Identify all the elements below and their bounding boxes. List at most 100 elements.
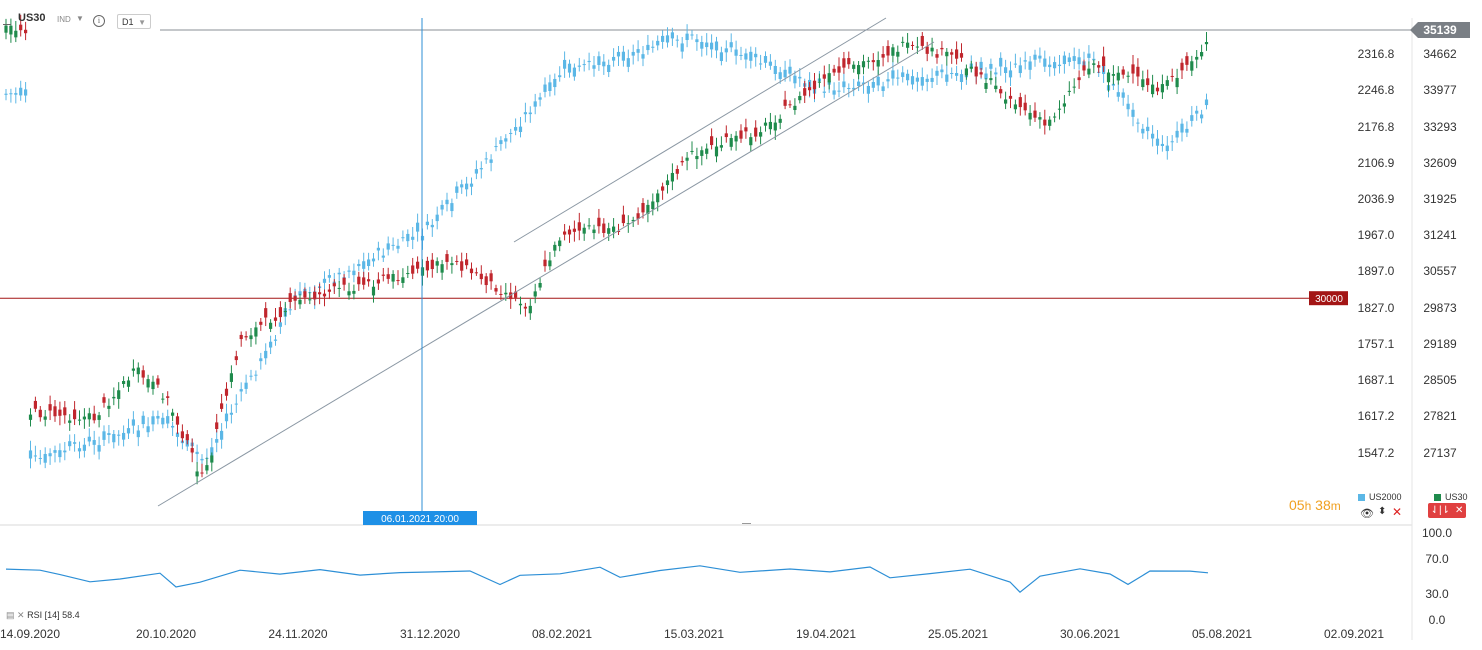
us2000-candle [955,73,959,76]
us2000-candle [675,39,679,41]
us30-candle [523,306,527,309]
us2000-candle [357,263,361,267]
us30-candle [1008,95,1013,99]
us2000-candle [1008,70,1013,78]
rsi-tick-label: 100.0 [1422,526,1452,540]
us2000-candle [166,416,170,424]
us2000-candle [832,90,836,95]
us30-candle [989,78,993,81]
us2000-candle [1057,64,1062,67]
us30-candle [416,261,420,269]
us30-candle [837,66,841,73]
us30-candle [969,66,973,69]
legend-us30[interactable]: US30 [1434,492,1468,502]
us2000-candle [102,431,106,440]
us2000-candle [362,261,366,269]
us30-candle [626,223,630,225]
us30-candle [9,25,13,35]
us30-candle [38,409,42,418]
chevron-down-icon[interactable]: ▼ [76,14,84,23]
us2000-candle [416,222,420,232]
price-tick-right: 29189 [1423,337,1457,351]
us30-candle [244,336,248,338]
us2000-candle [92,440,96,445]
us2000-candle [656,40,660,46]
us30-candle [53,406,57,417]
us2000-candle [857,81,861,87]
us2000-candle [994,72,998,75]
us2000-candle [156,415,160,419]
us2000-candle [886,79,890,82]
info-icon[interactable]: i [93,15,105,27]
date-tick-label: 19.04.2021 [796,627,856,641]
us30-candle [401,277,405,283]
menu-icon[interactable] [3,24,11,25]
us30-candle [1013,104,1017,110]
us30-candle [1136,66,1140,77]
us2000-candle [77,448,82,452]
symbol-label[interactable]: US30 [18,12,46,24]
us2000-candle [597,56,601,65]
close-icon[interactable]: ✕ [1455,505,1464,516]
us30-candle [14,30,18,38]
panel-resize-handle[interactable] [742,523,751,524]
us30-candle [538,282,542,288]
us2000-candle [435,214,439,222]
us30-candle [871,60,875,63]
indicator-tag[interactable]: IND [57,15,71,24]
us2000-candle [1155,138,1160,146]
us30-candle [558,240,562,247]
us30-candle [661,186,665,191]
us30-candle [1057,108,1062,110]
us30-candle [455,260,459,262]
us2000-candle [641,54,645,59]
price-tick-left: 2036.9 [1358,192,1395,206]
us2000-candle [852,87,856,90]
us30-candle [259,321,263,325]
us30-candle [710,136,714,146]
us30-candle [1190,61,1194,71]
us30-candle [847,58,851,65]
eye-icon[interactable]: 👁 [1360,508,1374,520]
us2000-candle [906,73,910,81]
us2000-candle [518,126,523,133]
sort-arrows-icon[interactable]: ⬍ [1378,506,1387,517]
us2000-candle [87,436,91,442]
us2000-candle [215,439,219,443]
us2000-candle [411,236,415,240]
us2000-candle [499,140,503,145]
date-tick-label: 24.11.2020 [268,627,327,641]
us30-candle [87,413,91,420]
us30-candle [553,244,557,251]
us2000-candle [636,49,640,53]
rsi-label: ▤ ✕ RSI [14] 58.4 [6,610,80,621]
us2000-candle [200,458,204,461]
close-icon[interactable]: ✕ [1392,505,1403,519]
us30-candle [773,122,777,131]
us30-candle [367,279,371,282]
timeframe-select[interactable]: D1 ▼ [117,14,151,29]
close-icon[interactable]: ✕ [17,610,25,620]
us2000-candle [509,132,513,134]
us2000-candle [1180,123,1184,133]
us30-candle [1092,63,1096,65]
us30-candle [175,416,180,425]
candle-style-icon[interactable]: ⇃|⇂ [1430,505,1450,516]
us2000-candle [714,41,719,51]
us2000-candle [665,35,670,43]
us2000-candle [724,48,728,53]
us30-candle [597,217,601,227]
us30-candle [714,146,719,157]
us2000-candle [572,67,576,77]
us30-candle [778,118,782,123]
us30-controls[interactable]: ⇃|⇂ ✕ [1428,503,1466,518]
us30-candle [514,291,518,298]
legend-us2000[interactable]: US2000 [1358,492,1402,502]
us2000-candle [695,39,699,43]
us2000-candle [783,69,787,78]
us30-candle [19,24,23,31]
settings-icon[interactable]: ▤ [6,610,15,620]
us2000-candle [327,275,331,278]
us2000-candle [484,158,488,160]
